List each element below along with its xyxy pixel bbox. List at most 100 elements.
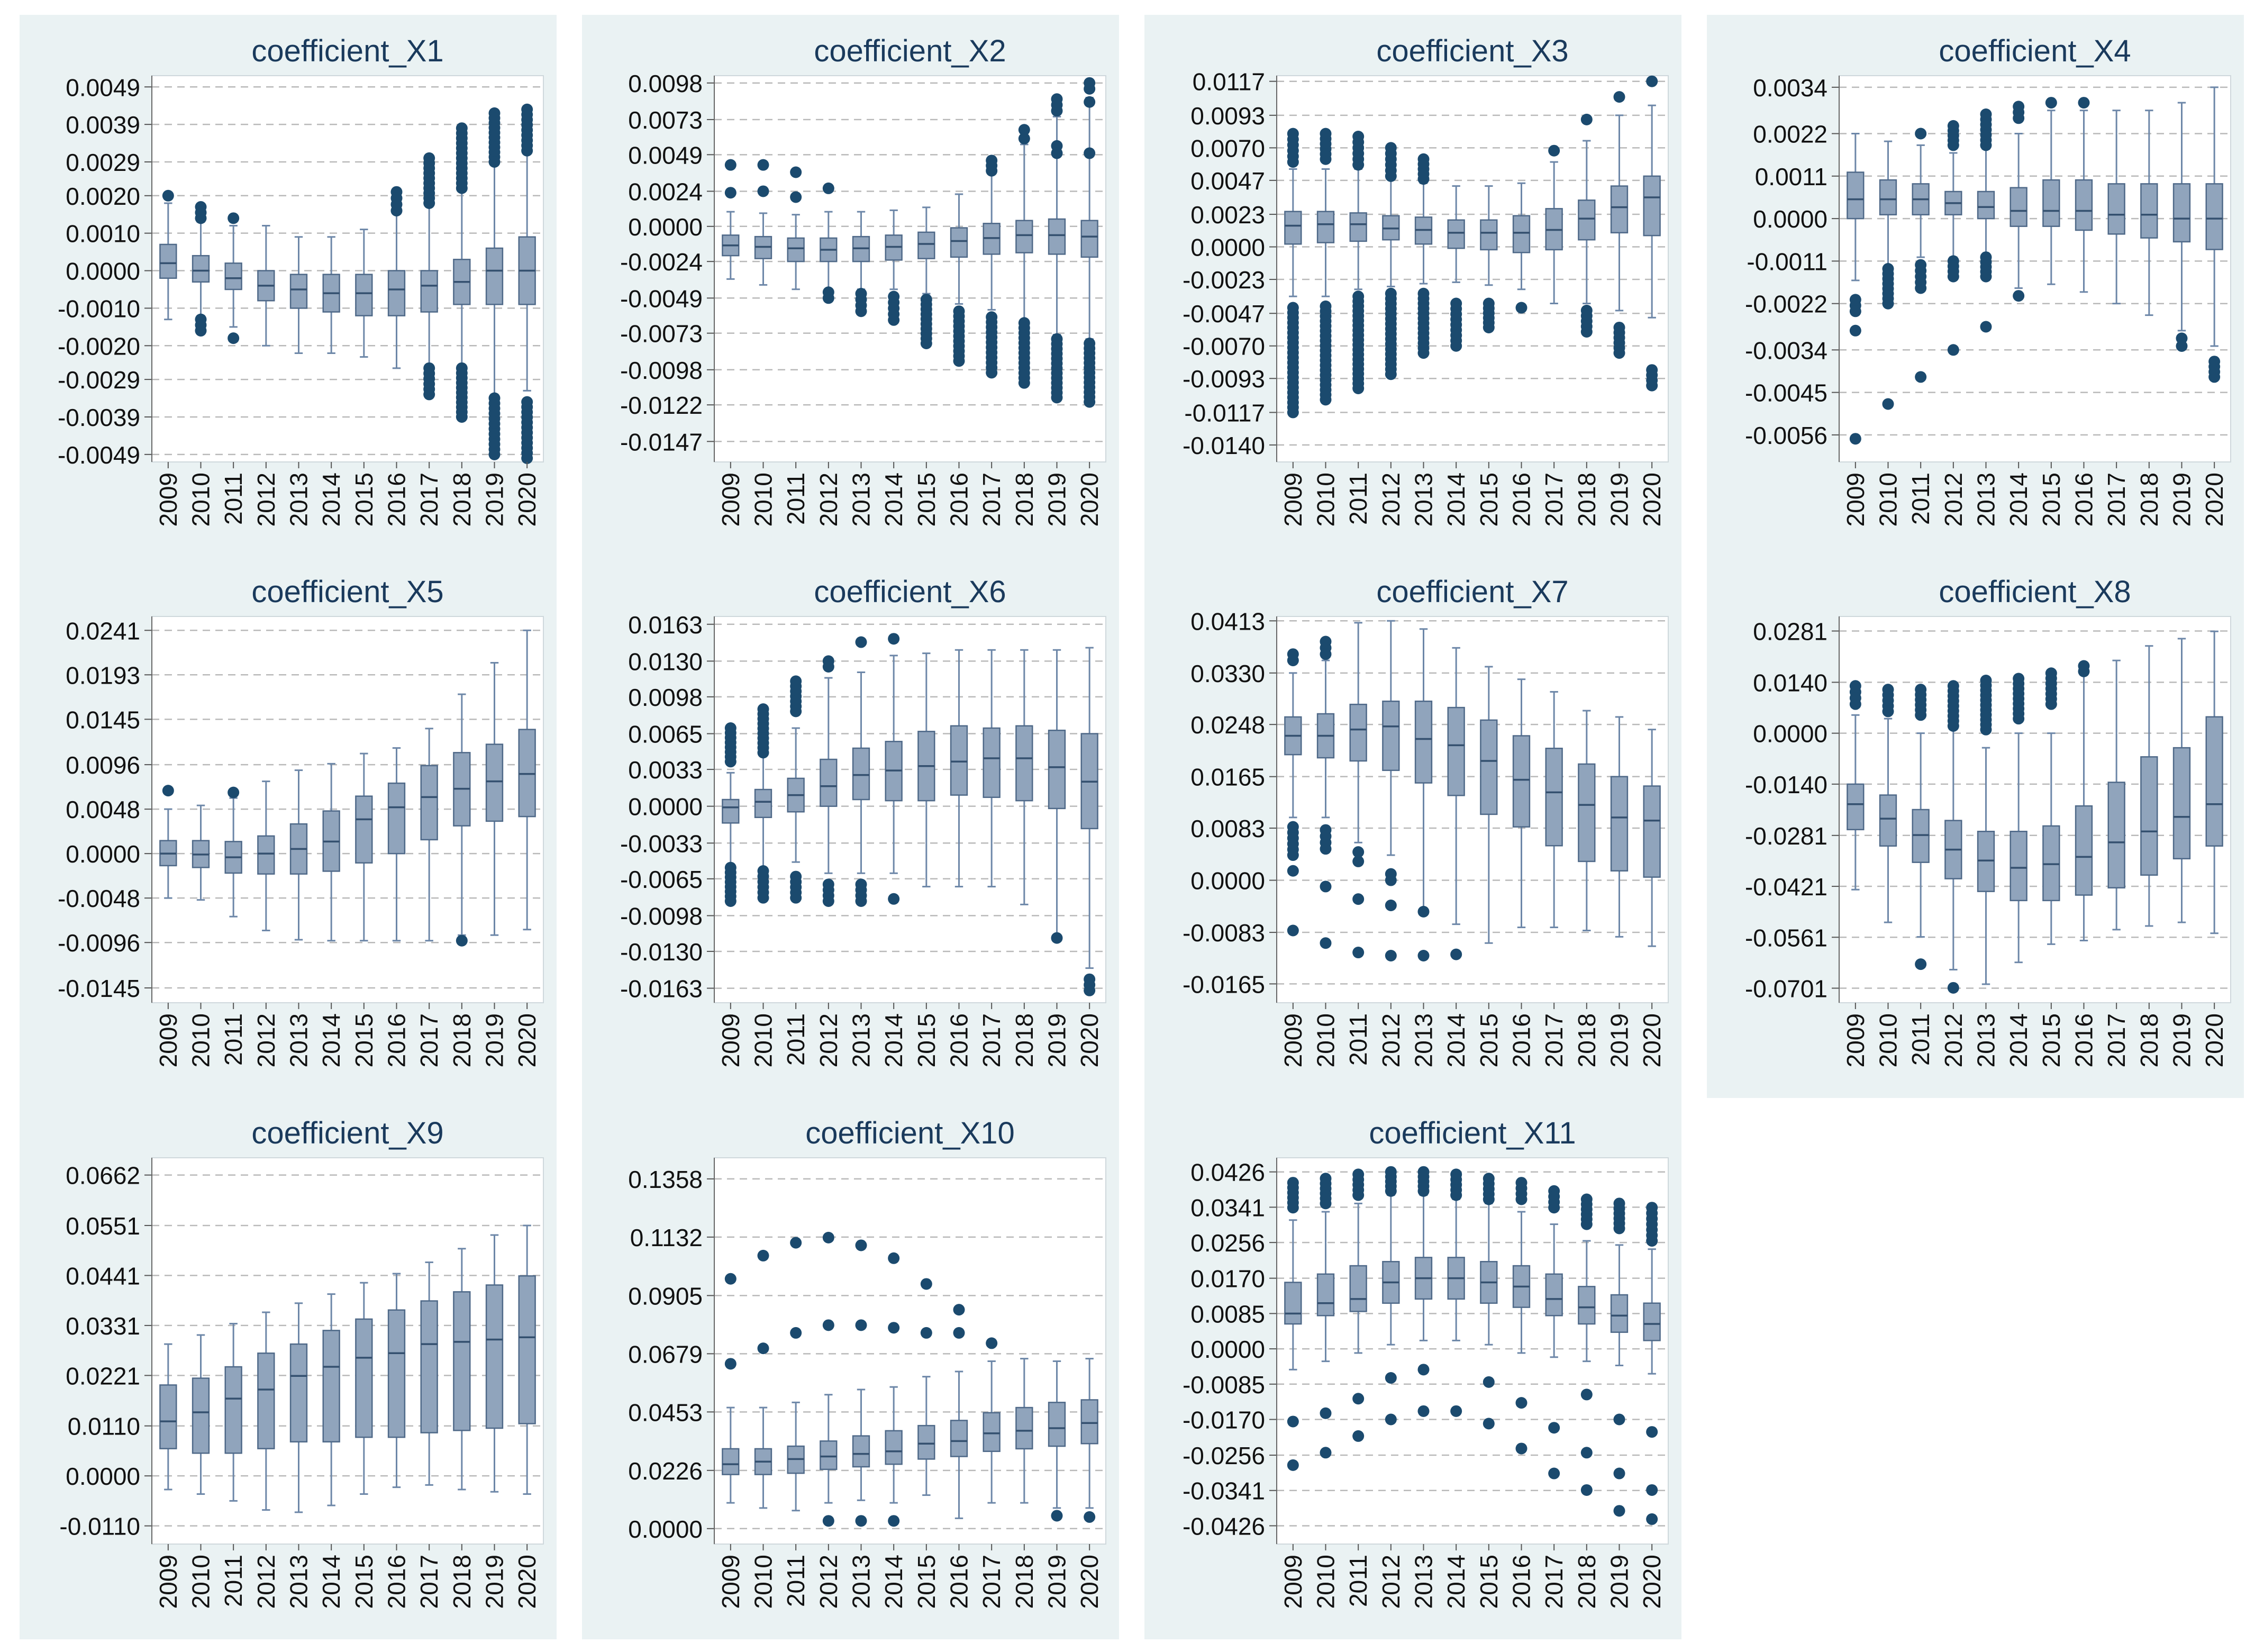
y-tick-label: -0.0130	[620, 938, 703, 966]
x-tick-label: 2012	[815, 473, 842, 527]
box-body	[1847, 171, 1865, 220]
outlier-point	[1320, 394, 1332, 406]
outlier-point	[456, 182, 468, 194]
outlier-point	[822, 895, 834, 907]
outlier-point	[724, 159, 736, 171]
outlier-point	[920, 1278, 932, 1290]
box-2014	[322, 763, 340, 942]
x-tick-label: 2010	[1312, 1013, 1340, 1067]
x-tick-label: 2015	[350, 473, 378, 527]
outlier-point	[1450, 340, 1462, 352]
outlier-point	[1849, 305, 1861, 317]
outlier-point	[1287, 1202, 1299, 1214]
box-2009	[722, 211, 740, 280]
box-2019	[2172, 638, 2191, 923]
outlier-point	[1580, 1218, 1593, 1230]
outlier-point	[1613, 1222, 1625, 1235]
x-tick-label: 2020	[1638, 473, 1666, 527]
outlier-point	[822, 182, 834, 194]
box-2016	[950, 193, 968, 305]
outlier-point	[390, 205, 403, 217]
box-body	[1480, 219, 1498, 251]
chart-svg: coefficient_X7 0.0413 0.0330 0.0248 0.0165 0.…	[1183, 575, 1669, 1067]
box-body	[983, 727, 1001, 798]
x-tick-label: 2016	[945, 1555, 973, 1609]
box-2018	[1578, 710, 1596, 931]
box-body	[2010, 187, 2027, 227]
box-2015	[355, 229, 373, 358]
box-body	[950, 725, 968, 796]
outlier-point	[1385, 1185, 1397, 1197]
y-tick-label: -0.0056	[1745, 422, 1827, 449]
outlier-point	[1320, 1407, 1332, 1419]
box-2018	[453, 165, 471, 384]
y-tick-label: -0.0163	[620, 975, 703, 1003]
outlier-point	[1980, 270, 1992, 283]
outlier-point	[1352, 947, 1365, 959]
outlier-point	[1915, 709, 1927, 721]
x-tick-label: 2009	[1279, 1013, 1307, 1067]
y-tick-label: 0.0241	[66, 617, 140, 645]
x-tick-label: 2018	[448, 1555, 476, 1609]
box-2012	[1944, 152, 1962, 258]
x-tick-label: 2009	[1279, 473, 1307, 527]
x-tick-label: 2018	[1573, 473, 1601, 527]
x-tick-label: 2018	[448, 473, 476, 527]
chart-svg: coefficient_X10 0.1358 0.1132 0.0905 0.0679 0…	[628, 1116, 1106, 1609]
y-tick-label: 0.0117	[1193, 68, 1265, 96]
box-2016	[387, 206, 406, 369]
outlier-point	[1051, 1510, 1063, 1522]
y-tick-label: 0.0221	[66, 1362, 140, 1390]
x-tick-label: 2015	[1475, 1013, 1503, 1067]
box-body	[1643, 175, 1661, 237]
outlier-point	[1084, 147, 1096, 159]
box-2020	[518, 138, 536, 392]
box-2020	[2205, 86, 2223, 347]
box-body	[1382, 700, 1400, 771]
outlier-point	[888, 314, 900, 326]
y-tick-label: 0.0000	[628, 213, 703, 241]
outlier-point	[2013, 290, 2025, 302]
x-tick-label: 2012	[252, 473, 280, 527]
x-tick-label: 2015	[1475, 473, 1503, 527]
box-2018	[1578, 140, 1596, 305]
y-tick-label: -0.0045	[1745, 379, 1827, 407]
y-tick-label: 0.0011	[1755, 163, 1827, 190]
outlier-point	[1417, 1185, 1430, 1197]
outlier-point	[855, 1319, 867, 1331]
y-tick-label: -0.0421	[1745, 873, 1827, 901]
x-tick-label: 2015	[913, 473, 940, 527]
x-tick-label: 2010	[750, 1555, 777, 1609]
x-tick-label: 2019	[1043, 1013, 1071, 1067]
box-2014	[1447, 647, 1465, 925]
box-2010	[192, 804, 210, 901]
y-tick-label: -0.0426	[1183, 1512, 1265, 1540]
box-2009	[1284, 1219, 1302, 1370]
y-tick-label: 0.0170	[1190, 1265, 1265, 1293]
outlier-point	[1084, 96, 1096, 108]
y-tick-label: 0.0256	[1190, 1229, 1265, 1257]
box-body	[159, 1384, 177, 1449]
box-body	[159, 243, 177, 279]
outlier-point	[1580, 1447, 1593, 1459]
outlier-point	[162, 189, 174, 202]
box-body	[1015, 725, 1033, 802]
outlier-point	[1320, 1197, 1332, 1210]
chart-panel: coefficient_X3 0.0117 0.0093 0.0070 0.0047 0.…	[1144, 15, 1681, 557]
box-2015	[917, 206, 935, 295]
chart-title: coefficient_X2	[814, 34, 1006, 68]
box-2016	[387, 1273, 406, 1488]
box-body	[1610, 185, 1629, 234]
chart-panel: coefficient_X11 0.0426 0.0341 0.0256 0.0170 0…	[1144, 1097, 1681, 1639]
chart-title: coefficient_X5	[251, 575, 443, 609]
outlier-point	[1580, 1484, 1593, 1496]
box-body	[885, 1430, 903, 1465]
y-tick-label: 0.0098	[628, 684, 703, 711]
outlier-point	[1980, 723, 1992, 736]
box-body	[2205, 716, 2223, 847]
y-tick-label: 0.0163	[628, 611, 703, 639]
outlier-point	[1320, 1447, 1332, 1459]
box-body	[387, 782, 406, 855]
box-body	[224, 1366, 242, 1454]
